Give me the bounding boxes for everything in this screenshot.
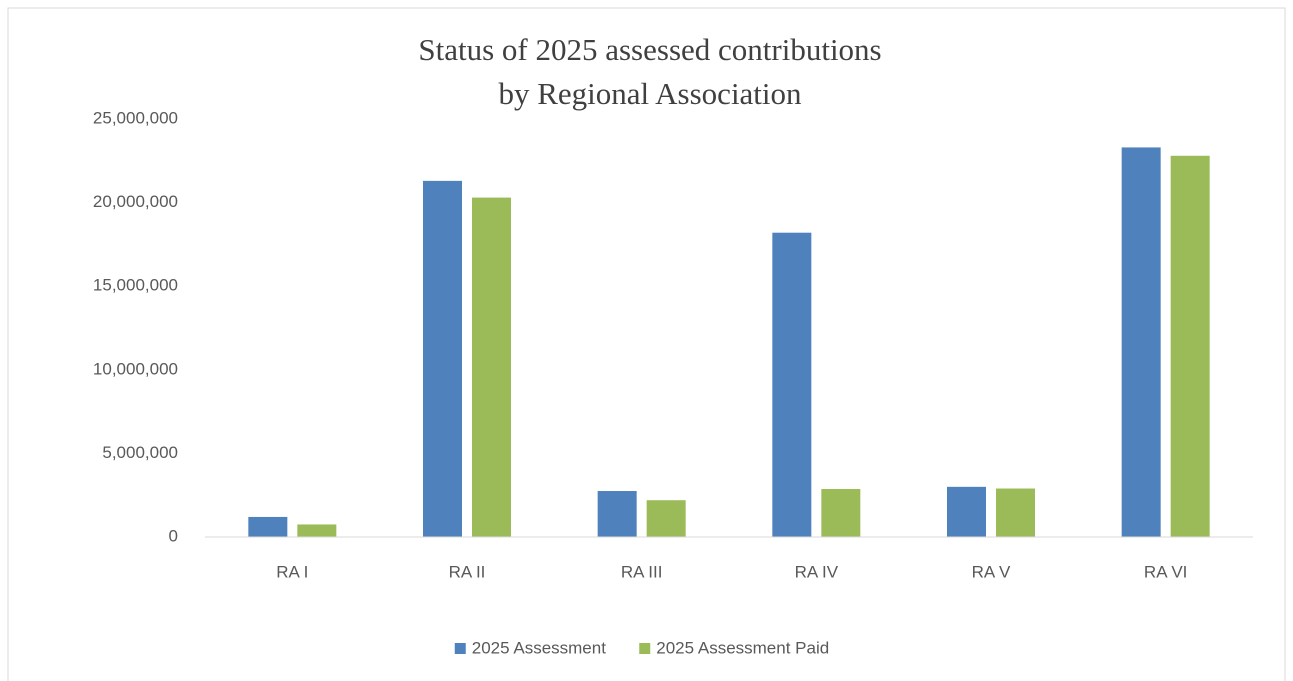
bar xyxy=(248,516,288,537)
legend-label: 2025 Assessment Paid xyxy=(656,638,829,657)
bar xyxy=(772,232,812,538)
legend-swatch xyxy=(454,643,466,654)
y-tick-label: 10,000,000 xyxy=(93,359,178,378)
bar xyxy=(472,197,511,538)
y-tick-label: 20,000,000 xyxy=(93,192,178,211)
bar xyxy=(597,491,637,537)
bar xyxy=(996,488,1035,537)
x-tick-label: RA II xyxy=(449,562,486,581)
y-tick-label: 5,000,000 xyxy=(102,443,178,462)
legend-swatch xyxy=(639,643,651,654)
bar xyxy=(947,486,986,537)
y-tick-label: 25,000,000 xyxy=(93,108,178,127)
chart-title: Status of 2025 assessed contributions xyxy=(418,32,881,67)
bar xyxy=(821,489,861,537)
x-tick-label: RA V xyxy=(972,562,1011,581)
legend-label: 2025 Assessment xyxy=(472,638,606,657)
bar xyxy=(1121,147,1161,537)
x-tick-label: RA VI xyxy=(1144,562,1187,581)
y-tick-label: 15,000,000 xyxy=(93,276,178,295)
bar xyxy=(646,500,686,537)
chart-frame xyxy=(7,7,1286,681)
x-tick-label: RA IV xyxy=(795,562,839,581)
bar xyxy=(297,524,337,537)
y-tick-label: 0 xyxy=(169,526,178,545)
x-tick-label: RA III xyxy=(621,562,663,581)
chart-title: by Regional Association xyxy=(498,76,802,111)
bar xyxy=(423,180,462,537)
bar xyxy=(1170,155,1210,537)
x-tick-label: RA I xyxy=(276,562,308,581)
